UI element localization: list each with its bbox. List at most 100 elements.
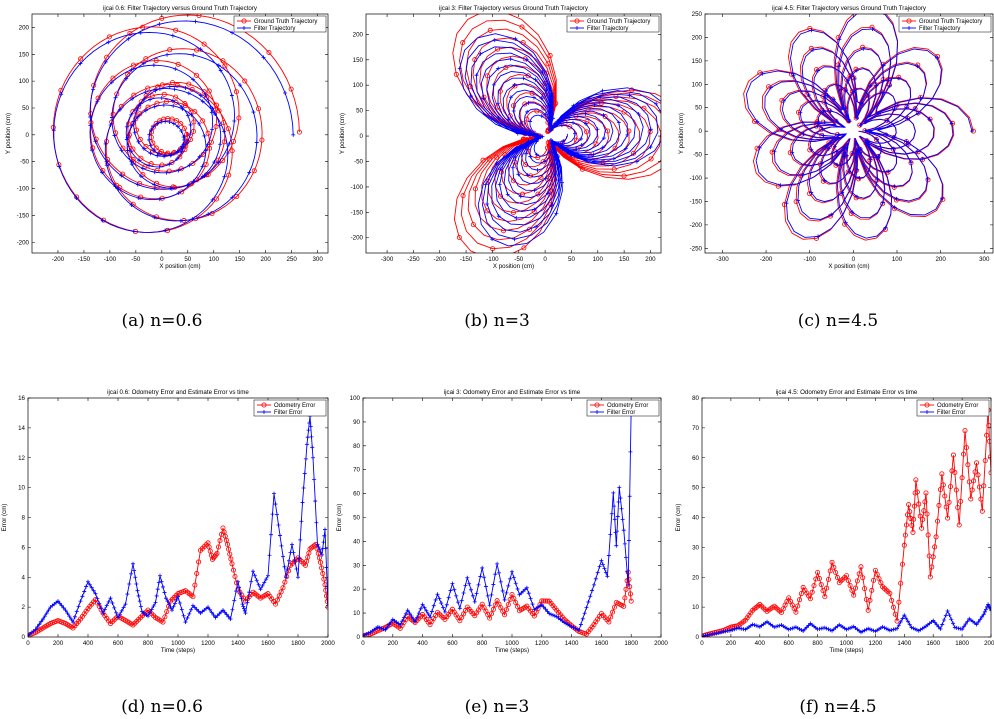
data-point [275, 512, 279, 517]
x-tick-label: -300 [716, 256, 729, 263]
data-point [174, 156, 179, 161]
data-point [44, 611, 49, 616]
data-point [489, 611, 495, 617]
data-point [76, 618, 82, 624]
data-point [297, 556, 302, 561]
y-tick-label: 70 [692, 425, 699, 432]
data-point [469, 587, 474, 592]
data-point [769, 604, 775, 610]
data-point [621, 173, 627, 179]
data-point [881, 63, 886, 68]
data-point [626, 576, 632, 582]
data-point [492, 38, 497, 43]
data-point [981, 612, 986, 617]
data-point [509, 591, 515, 597]
data-point [895, 626, 900, 631]
data-point [108, 122, 113, 127]
data-point [512, 237, 517, 242]
data-point [691, 134, 695, 138]
data-point [856, 571, 862, 577]
data-point [177, 601, 182, 606]
y-tick-label: 2 [22, 604, 26, 611]
data-point [850, 151, 855, 156]
data-point [156, 580, 161, 585]
data-point [281, 554, 285, 559]
data-point [149, 128, 154, 133]
data-point [487, 603, 492, 608]
data-point [225, 150, 230, 155]
data-point [132, 568, 137, 573]
data-point [618, 496, 623, 501]
data-point [845, 169, 851, 175]
data-point [57, 601, 62, 606]
data-point [88, 123, 93, 128]
data-point [534, 152, 539, 157]
data-point [906, 141, 911, 146]
data-point [943, 613, 948, 618]
data-point [138, 174, 143, 179]
data-point [831, 97, 836, 102]
data-point [387, 622, 392, 627]
x-tick-label: 1800 [955, 640, 969, 647]
data-point [913, 627, 918, 632]
data-point [671, 119, 675, 123]
data-point [843, 220, 848, 225]
data-point [366, 631, 371, 636]
data-point [129, 67, 134, 72]
data-point [845, 578, 851, 584]
data-point [296, 575, 300, 580]
data-point [460, 40, 466, 46]
data-point [210, 197, 215, 202]
data-point [185, 615, 190, 620]
data-point [457, 66, 462, 71]
data-point [261, 55, 266, 60]
series-line-2 [745, 14, 973, 239]
data-point [188, 132, 193, 137]
data-point [480, 157, 486, 163]
data-point [76, 604, 81, 609]
data-point [100, 170, 105, 175]
data-point [507, 113, 513, 119]
y-tick-label: -100 [351, 184, 364, 191]
data-point [593, 576, 598, 581]
data-point [143, 108, 148, 113]
data-point [143, 89, 148, 94]
data-point [532, 207, 537, 212]
data-point [625, 132, 630, 137]
y-tick-label: 0 [699, 128, 703, 135]
y-tick-label: 10 [18, 485, 25, 492]
data-point [226, 614, 231, 619]
x-tick-label: 0 [700, 640, 704, 647]
data-point [806, 623, 811, 628]
data-point [186, 81, 192, 87]
data-point [175, 61, 181, 67]
data-point [121, 605, 126, 610]
data-point [162, 614, 168, 620]
data-point [137, 158, 142, 163]
data-point [283, 90, 288, 95]
data-point [124, 76, 129, 81]
data-point [301, 485, 306, 490]
data-point [234, 193, 240, 199]
data-point [131, 229, 136, 234]
data-point [955, 504, 961, 510]
data-point [495, 561, 500, 566]
data-point [550, 91, 555, 96]
data-point [545, 191, 550, 196]
data-point [547, 116, 552, 121]
data-point [612, 517, 617, 522]
data-point [288, 86, 294, 92]
data-point [616, 499, 621, 504]
data-point [158, 149, 164, 155]
data-point [952, 625, 957, 630]
data-point [149, 607, 154, 612]
data-point [173, 99, 179, 105]
x-tick-label: 300 [979, 256, 990, 263]
data-point [514, 215, 519, 220]
data-point [89, 585, 94, 590]
data-point [523, 587, 528, 592]
data-point [779, 127, 784, 132]
data-point [920, 516, 926, 522]
data-point [385, 625, 390, 630]
data-point [251, 168, 257, 174]
